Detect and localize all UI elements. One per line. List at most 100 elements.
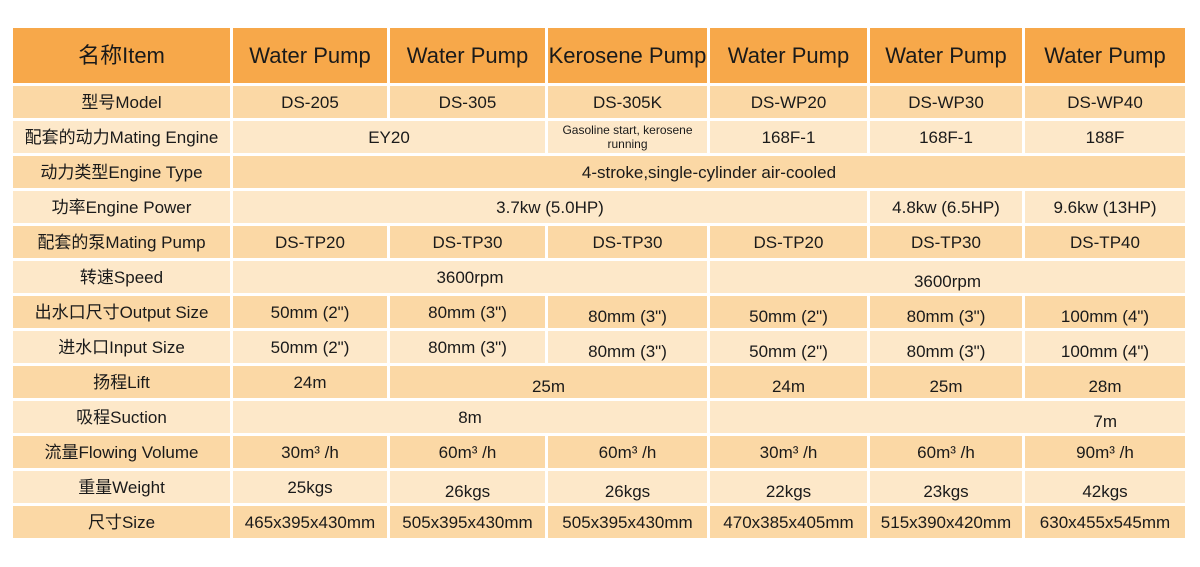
cell-value: DS-TP20 bbox=[233, 226, 390, 261]
row-size: 尺寸Size 465x395x430mm 505x395x430mm 505x3… bbox=[13, 506, 1188, 541]
cell-value: 8m bbox=[233, 401, 710, 436]
cell-value: 80mm (3") bbox=[870, 296, 1025, 331]
cell-value: 7m bbox=[710, 401, 1188, 436]
row-lift: 扬程Lift 24m 25m 24m 25m 28m bbox=[13, 366, 1188, 401]
cell-value: DS-TP20 bbox=[710, 226, 870, 261]
cell-value-text: 100mm (4") bbox=[1060, 306, 1150, 326]
cell-value: 25m bbox=[390, 366, 710, 401]
cell-value: 60m³ /h bbox=[390, 436, 548, 471]
header-row: 名称Item Water Pump Water Pump Kerosene Pu… bbox=[13, 28, 1188, 86]
row-suction: 吸程Suction 8m 7m bbox=[13, 401, 1188, 436]
cell-value: 100mm (4") bbox=[1025, 296, 1188, 331]
cell-value: 80mm (3") bbox=[390, 296, 548, 331]
cell-value: 80mm (3") bbox=[548, 296, 710, 331]
cell-value: Gasoline start, kerosene running bbox=[548, 121, 710, 156]
product-name-5: Water Pump bbox=[870, 28, 1025, 86]
row-label: 配套的动力Mating Engine bbox=[13, 121, 233, 156]
product-name-1: Water Pump bbox=[233, 28, 390, 86]
cell-value: DS-TP40 bbox=[1025, 226, 1188, 261]
cell-value-text: 42kgs bbox=[1082, 481, 1128, 501]
product-name-6: Water Pump bbox=[1025, 28, 1188, 86]
cell-value-small: Gasoline start, kerosene running bbox=[562, 122, 693, 151]
cell-value: DS-TP30 bbox=[870, 226, 1025, 261]
row-speed: 转速Speed 3600rpm 3600rpm bbox=[13, 261, 1188, 296]
row-input-size: 进水口Input Size 50mm (2") 80mm (3") 80mm (… bbox=[13, 331, 1188, 366]
cell-value-text: 25m bbox=[531, 376, 566, 396]
cell-value-text: 100mm (4") bbox=[1060, 341, 1150, 361]
cell-value: 168F-1 bbox=[710, 121, 870, 156]
cell-value-text: 26kgs bbox=[444, 481, 491, 501]
cell-value: 25m bbox=[870, 366, 1025, 401]
cell-value-text: 3600rpm bbox=[913, 271, 982, 291]
product-name-4: Water Pump bbox=[710, 28, 870, 86]
spec-table: 名称Item Water Pump Water Pump Kerosene Pu… bbox=[13, 28, 1188, 541]
cell-value: 90m³ /h bbox=[1025, 436, 1188, 471]
cell-value-text: 26kgs bbox=[604, 481, 651, 501]
cell-value: DS-WP40 bbox=[1025, 86, 1188, 121]
row-mating-engine: 配套的动力Mating Engine EY20 Gasoline start, … bbox=[13, 121, 1188, 156]
cell-value: 60m³ /h bbox=[548, 436, 710, 471]
cell-value: DS-WP30 bbox=[870, 86, 1025, 121]
cell-value-text: 80mm (3") bbox=[588, 306, 667, 326]
cell-value: DS-305 bbox=[390, 86, 548, 121]
cell-value: 4-stroke,single-cylinder air-cooled bbox=[233, 156, 1188, 191]
cell-value: 3600rpm bbox=[233, 261, 710, 296]
cell-value: 3.7kw (5.0HP) bbox=[233, 191, 870, 226]
row-label: 重量Weight bbox=[13, 471, 233, 506]
cell-value-text: 50mm (2") bbox=[749, 306, 828, 326]
cell-value: 9.6kw (13HP) bbox=[1025, 191, 1188, 226]
row-label: 配套的泵Mating Pump bbox=[13, 226, 233, 261]
cell-value-text: 24m bbox=[771, 376, 806, 396]
row-label: 出水口尺寸Output Size bbox=[13, 296, 233, 331]
cell-value: DS-205 bbox=[233, 86, 390, 121]
row-label: 功率Engine Power bbox=[13, 191, 233, 226]
cell-value: 80mm (3") bbox=[548, 331, 710, 366]
cell-value-text: 80mm (3") bbox=[588, 341, 667, 361]
cell-value: 80mm (3") bbox=[390, 331, 548, 366]
cell-value: DS-305K bbox=[548, 86, 710, 121]
cell-value: 515x390x420mm bbox=[870, 506, 1025, 541]
cell-value-text: 50mm (2") bbox=[749, 341, 828, 361]
row-label: 动力类型Engine Type bbox=[13, 156, 233, 191]
cell-value-text: 22kgs bbox=[765, 481, 812, 501]
cell-value-text: 7m bbox=[1093, 411, 1117, 431]
cell-value-text: 23kgs bbox=[923, 481, 969, 501]
row-output-size: 出水口尺寸Output Size 50mm (2") 80mm (3") 80m… bbox=[13, 296, 1188, 331]
cell-value: 24m bbox=[233, 366, 390, 401]
row-label: 进水口Input Size bbox=[13, 331, 233, 366]
cell-value: 30m³ /h bbox=[233, 436, 390, 471]
cell-value: 22kgs bbox=[710, 471, 870, 506]
cell-value: 505x395x430mm bbox=[548, 506, 710, 541]
row-model: 型号Model DS-205 DS-305 DS-305K DS-WP20 DS… bbox=[13, 86, 1188, 121]
cell-value: DS-TP30 bbox=[390, 226, 548, 261]
cell-value: 24m bbox=[710, 366, 870, 401]
row-engine-power: 功率Engine Power 3.7kw (5.0HP) 4.8kw (6.5H… bbox=[13, 191, 1188, 226]
cell-value-text: 80mm (3") bbox=[906, 341, 986, 361]
cell-value: 630x455x545mm bbox=[1025, 506, 1188, 541]
header-label: 名称Item bbox=[13, 28, 233, 86]
product-name-3: Kerosene Pump bbox=[548, 28, 710, 86]
cell-value: EY20 bbox=[233, 121, 548, 156]
cell-value: 50mm (2") bbox=[233, 331, 390, 366]
cell-value-text: 25m bbox=[929, 376, 963, 396]
cell-value: 42kgs bbox=[1025, 471, 1188, 506]
row-label: 尺寸Size bbox=[13, 506, 233, 541]
cell-value: 26kgs bbox=[548, 471, 710, 506]
cell-value: DS-WP20 bbox=[710, 86, 870, 121]
cell-value: 100mm (4") bbox=[1025, 331, 1188, 366]
cell-value: 26kgs bbox=[390, 471, 548, 506]
cell-value: 50mm (2") bbox=[710, 296, 870, 331]
cell-value: 30m³ /h bbox=[710, 436, 870, 471]
cell-value: 25kgs bbox=[233, 471, 390, 506]
cell-value: 505x395x430mm bbox=[390, 506, 548, 541]
cell-value: 465x395x430mm bbox=[233, 506, 390, 541]
cell-value: 470x385x405mm bbox=[710, 506, 870, 541]
row-label: 流量Flowing Volume bbox=[13, 436, 233, 471]
row-flowing-volume: 流量Flowing Volume 30m³ /h 60m³ /h 60m³ /h… bbox=[13, 436, 1188, 471]
cell-value: 28m bbox=[1025, 366, 1188, 401]
cell-value-text: 28m bbox=[1088, 376, 1122, 396]
cell-value: 168F-1 bbox=[870, 121, 1025, 156]
cell-value: 3600rpm bbox=[710, 261, 1188, 296]
row-mating-pump: 配套的泵Mating Pump DS-TP20 DS-TP30 DS-TP30 … bbox=[13, 226, 1188, 261]
row-weight: 重量Weight 25kgs 26kgs 26kgs 22kgs 23kgs 4… bbox=[13, 471, 1188, 506]
